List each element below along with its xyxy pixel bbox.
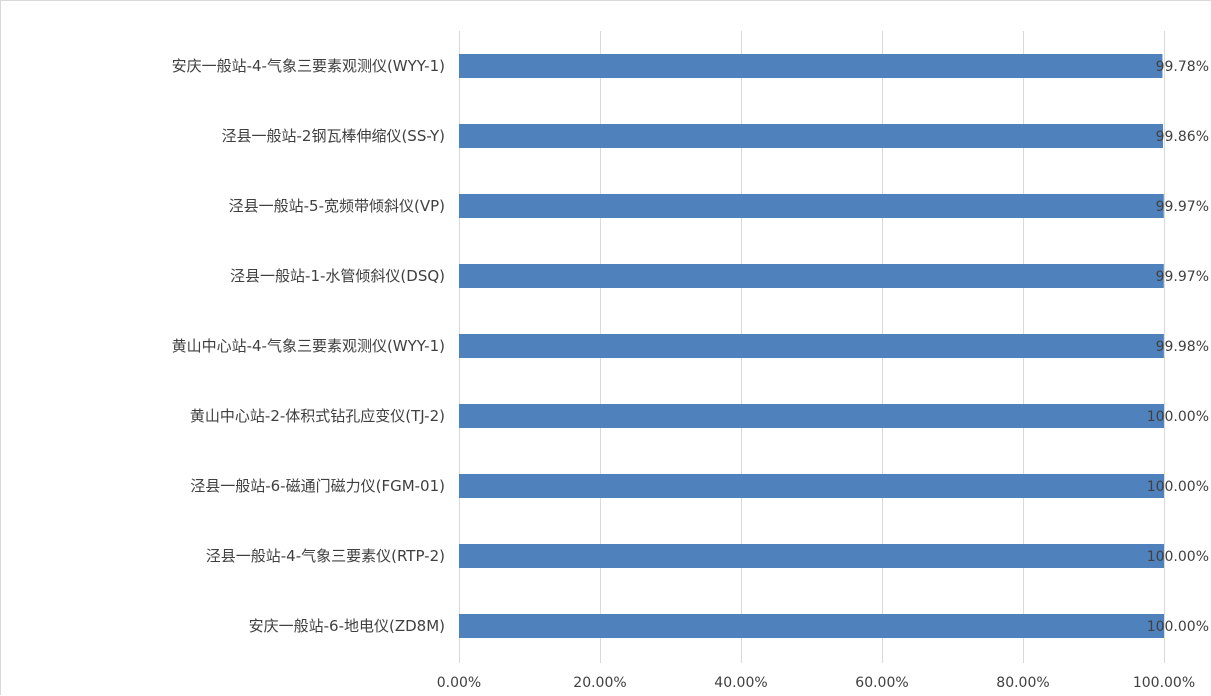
bar-1 — [459, 124, 1164, 148]
category-label: 安庆一般站-4-气象三要素观测仪(WYY-1) — [172, 57, 445, 75]
data-label: 99.86% — [1156, 129, 1209, 145]
category-label: 泾县一般站-6-磁通门磁力仪(FGM-01) — [190, 477, 445, 495]
category-label: 安庆一般站-6-地电仪(ZD8M) — [249, 617, 445, 635]
bar-6 — [459, 474, 1164, 498]
data-labels: 99.78% 99.86% 99.97% 99.97% 99.98% 100.00% 100… — [1147, 59, 1209, 635]
bars — [459, 54, 1164, 638]
data-label: 99.78% — [1156, 59, 1209, 75]
category-label: 黄山中心站-4-气象三要素观测仪(WYY-1) — [172, 337, 445, 355]
bar-8 — [459, 614, 1164, 638]
x-tick-labels: 0.00% 20.00% 40.00% 60.00% 80.00% 100.00% — [437, 675, 1195, 691]
category-label: 黄山中心站-2-体积式钻孔应变仪(TJ-2) — [190, 407, 445, 425]
category-label: 泾县一般站-4-气象三要素仪(RTP-2) — [206, 547, 445, 565]
bar-4 — [459, 334, 1164, 358]
category-label: 泾县一般站-1-水管倾斜仪(DSQ) — [230, 267, 445, 285]
data-label: 100.00% — [1147, 479, 1209, 495]
bar-2 — [459, 194, 1164, 218]
bar-0 — [459, 54, 1163, 78]
x-tick-label: 100.00% — [1133, 675, 1195, 691]
x-tick-label: 80.00% — [996, 675, 1049, 691]
category-labels: 安庆一般站-4-气象三要素观测仪(WYY-1) 泾县一般站-2钢瓦棒伸缩仪(SS-… — [172, 57, 445, 635]
data-label: 100.00% — [1147, 409, 1209, 425]
data-label: 100.00% — [1147, 549, 1209, 565]
data-label: 100.00% — [1147, 619, 1209, 635]
data-label: 99.97% — [1156, 199, 1209, 215]
data-label: 99.98% — [1156, 339, 1209, 355]
bar-7 — [459, 544, 1164, 568]
bar-5 — [459, 404, 1164, 428]
category-label: 泾县一般站-2钢瓦棒伸缩仪(SS-Y) — [222, 127, 446, 145]
x-tick-label: 40.00% — [714, 675, 767, 691]
data-label: 99.97% — [1156, 269, 1209, 285]
x-tick-label: 20.00% — [573, 675, 626, 691]
x-tick-label: 60.00% — [855, 675, 908, 691]
x-tick-label: 0.00% — [437, 675, 481, 691]
category-label: 泾县一般站-5-宽频带倾斜仪(VP) — [229, 197, 445, 215]
bar-3 — [459, 264, 1164, 288]
